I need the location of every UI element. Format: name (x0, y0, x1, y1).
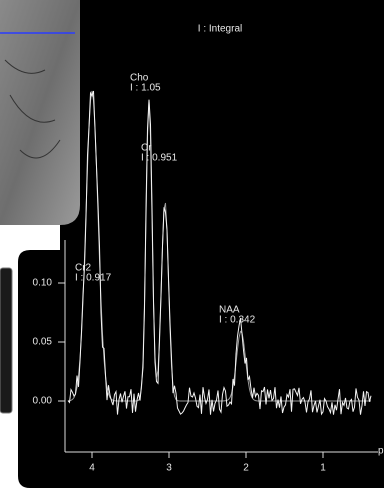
plot-title: I : Integral (198, 24, 242, 35)
y-tick-label: 0.00 (33, 396, 53, 407)
x-tick-label: 2 (243, 463, 249, 474)
y-tick-label: 0.05 (33, 337, 53, 348)
x-tick-label: 3 (166, 463, 172, 474)
x-tick-label: 1 (320, 463, 326, 474)
peak-integral: I : 0.917 (75, 273, 112, 284)
side-panel (0, 268, 12, 413)
x-tick-label: 4 (89, 463, 95, 474)
x-axis-label: p (378, 446, 384, 457)
peak-integral: I : 1.05 (130, 83, 161, 94)
spectrum-panel-fill (60, 0, 384, 488)
peak-integral: I : 0.342 (219, 315, 256, 326)
screenshot: I : Integral p 0.100.050.004321ChoI : 1.… (0, 0, 384, 488)
y-tick-label: 0.10 (33, 278, 53, 289)
peak-integral: I : 0.951 (141, 153, 178, 164)
